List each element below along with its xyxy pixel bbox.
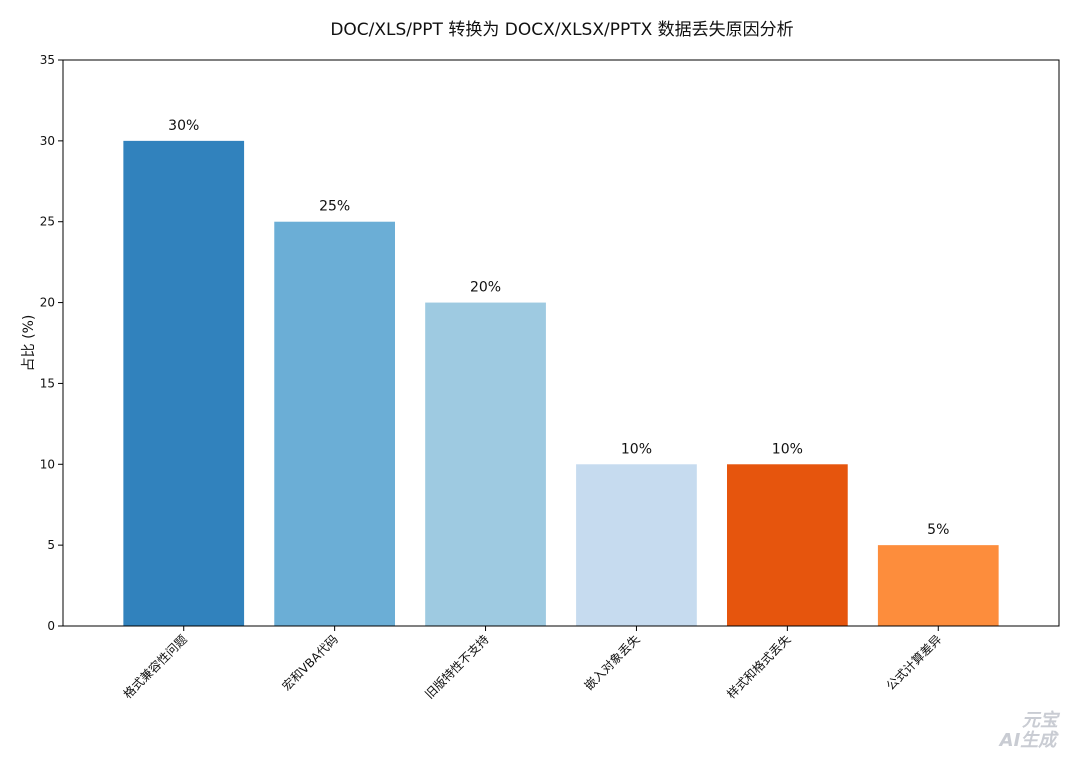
bar (576, 464, 697, 626)
watermark-line2: AI生成 (998, 730, 1060, 751)
chart-title: DOC/XLS/PPT 转换为 DOCX/XLSX/PPTX 数据丢失原因分析 (330, 20, 793, 40)
plot-area: 0 5 10 15 20 25 30 35 30% 格式兼容性问题 25% 宏和VBA代码 20% 旧版特… (40, 53, 1060, 702)
bar (425, 302, 546, 626)
bar-data-label: 25% (319, 199, 350, 215)
y-tick-label: 20 (40, 296, 55, 310)
watermark-line1: 元宝 (1022, 710, 1061, 731)
watermark: 元宝 AI生成 (998, 710, 1061, 751)
bar (727, 464, 848, 626)
y-tick-label: 35 (40, 53, 55, 67)
y-tick-label: 25 (40, 215, 55, 229)
bar-data-label: 30% (168, 118, 199, 134)
y-tick-label: 10 (40, 457, 55, 471)
bar (123, 140, 245, 626)
bar-data-label: 5% (927, 522, 949, 538)
x-tick-label: 嵌入对象丢失 (581, 632, 643, 694)
plot-frame (62, 59, 1060, 627)
y-axis-label: 占比 (%) (21, 315, 37, 372)
y-tick-label: 30 (40, 134, 55, 148)
x-tick-label: 宏和VBA代码 (279, 632, 341, 694)
bar-data-label: 20% (470, 280, 501, 296)
y-tick-label: 0 (47, 619, 55, 633)
x-tick-label: 格式兼容性问题 (120, 632, 190, 702)
bar-data-label: 10% (621, 441, 652, 457)
bar (877, 545, 999, 626)
bar (274, 221, 395, 626)
x-tick-label: 旧版特性不支持 (422, 632, 492, 702)
y-tick-label: 15 (40, 376, 55, 390)
y-tick-label: 5 (47, 538, 55, 552)
bar-data-label: 10% (772, 441, 803, 457)
x-tick-label: 公式计算差异 (883, 632, 945, 694)
x-tick-label: 样式和格式丢失 (723, 632, 793, 702)
